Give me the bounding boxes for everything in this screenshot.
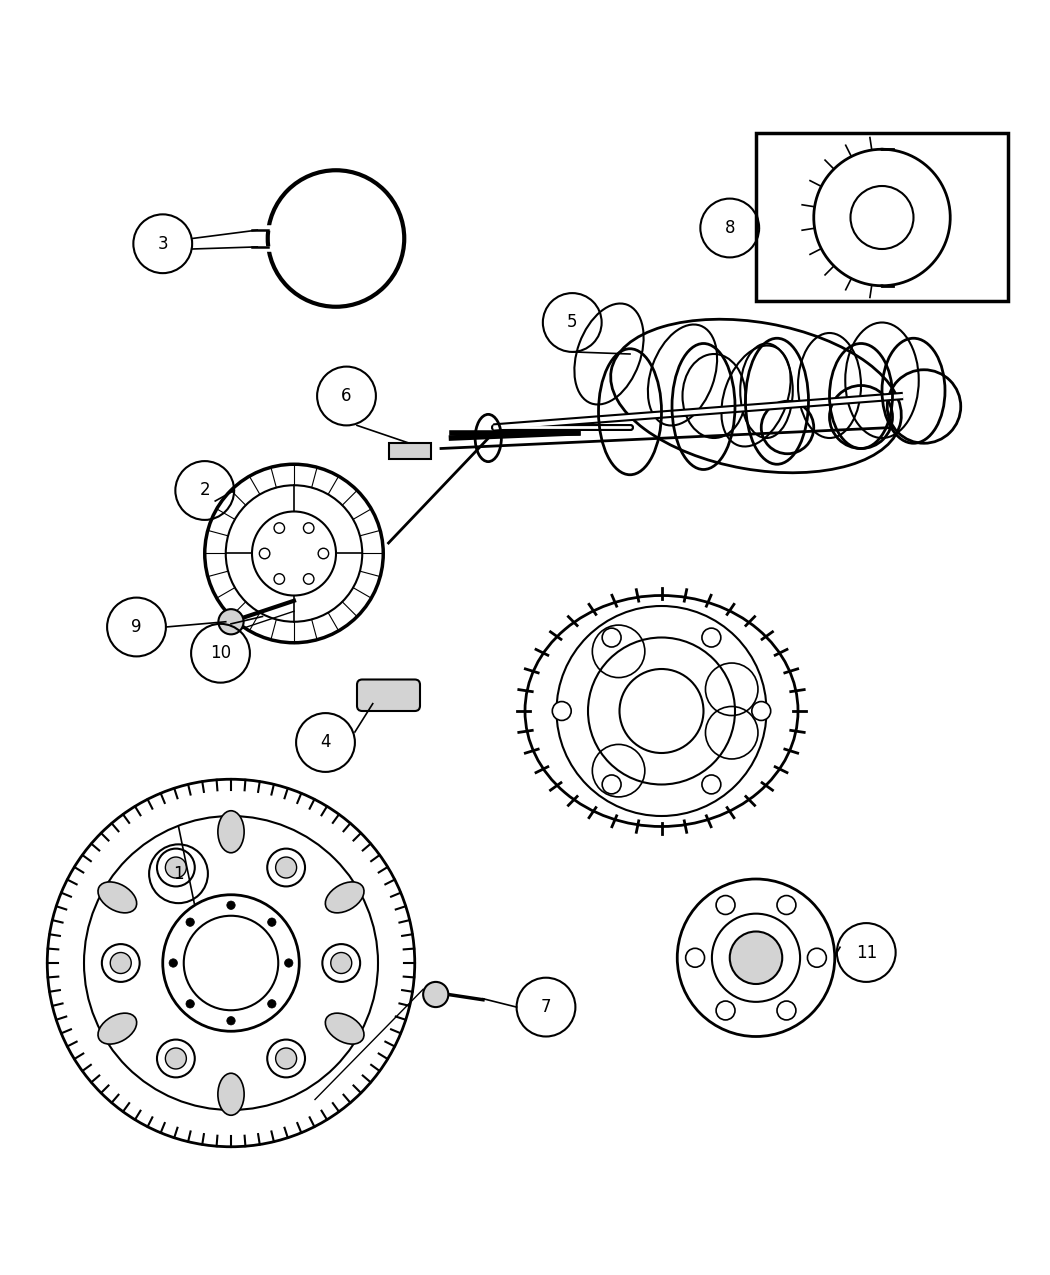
Circle shape	[274, 574, 285, 584]
Circle shape	[267, 849, 304, 886]
Circle shape	[303, 523, 314, 533]
Circle shape	[285, 959, 293, 968]
Circle shape	[322, 944, 360, 982]
Circle shape	[777, 895, 796, 914]
Circle shape	[218, 609, 244, 635]
Circle shape	[318, 548, 329, 558]
Text: 9: 9	[131, 618, 142, 636]
Circle shape	[166, 857, 187, 878]
Ellipse shape	[326, 1014, 364, 1044]
Circle shape	[268, 1000, 276, 1009]
Circle shape	[701, 775, 720, 794]
Text: 11: 11	[856, 944, 877, 961]
Circle shape	[268, 918, 276, 927]
Bar	[388, 444, 430, 459]
Text: 8: 8	[724, 219, 735, 237]
Text: 4: 4	[320, 733, 331, 751]
Circle shape	[603, 775, 622, 794]
Circle shape	[227, 1016, 235, 1025]
Circle shape	[110, 952, 131, 974]
Bar	[756, 134, 1008, 301]
Circle shape	[275, 857, 296, 878]
Circle shape	[686, 949, 705, 968]
Circle shape	[102, 944, 140, 982]
Circle shape	[169, 959, 177, 968]
Text: 1: 1	[173, 864, 184, 882]
Text: 5: 5	[567, 314, 578, 332]
Circle shape	[156, 1039, 194, 1077]
Circle shape	[552, 701, 571, 720]
Text: 7: 7	[541, 998, 551, 1016]
Circle shape	[274, 523, 285, 533]
Text: 10: 10	[210, 644, 231, 662]
Circle shape	[777, 1001, 796, 1020]
Circle shape	[158, 849, 195, 886]
Circle shape	[186, 918, 194, 927]
Ellipse shape	[217, 1074, 244, 1116]
Circle shape	[603, 629, 622, 646]
Circle shape	[730, 932, 782, 984]
Circle shape	[701, 629, 720, 646]
Circle shape	[752, 701, 771, 720]
Circle shape	[227, 901, 235, 909]
Circle shape	[716, 895, 735, 914]
Circle shape	[165, 1048, 186, 1068]
Circle shape	[423, 982, 448, 1007]
Circle shape	[275, 1048, 296, 1068]
Circle shape	[267, 1039, 304, 1077]
Circle shape	[186, 1000, 194, 1009]
Text: 3: 3	[158, 235, 168, 252]
Ellipse shape	[218, 811, 244, 853]
Ellipse shape	[98, 1014, 136, 1044]
Circle shape	[331, 952, 352, 974]
Text: 2: 2	[200, 482, 210, 500]
Ellipse shape	[326, 882, 364, 913]
Circle shape	[303, 574, 314, 584]
Circle shape	[716, 1001, 735, 1020]
FancyBboxPatch shape	[357, 680, 420, 711]
Ellipse shape	[98, 882, 136, 913]
Circle shape	[807, 949, 826, 968]
Text: 6: 6	[341, 388, 352, 405]
Circle shape	[259, 548, 270, 558]
